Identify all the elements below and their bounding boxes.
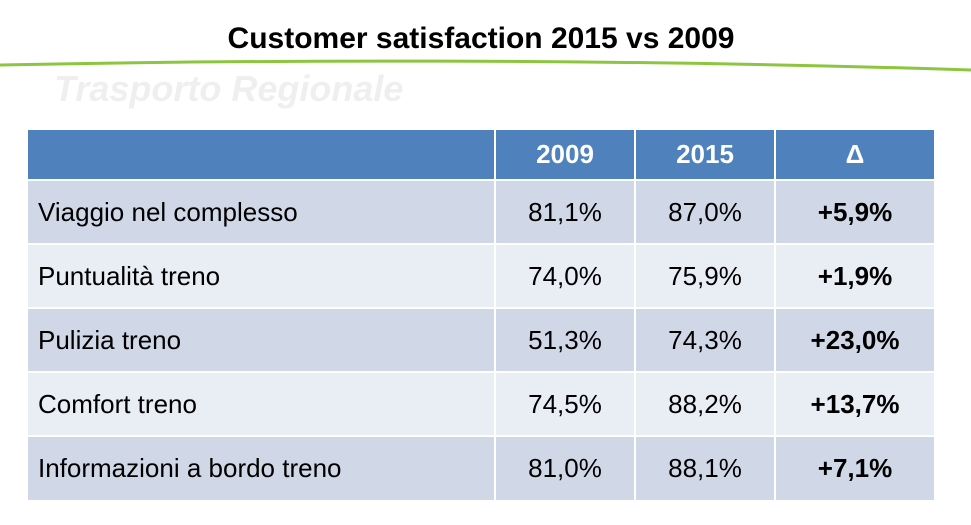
header-2015: 2015 [634,130,775,180]
table-row: Informazioni a bordo treno 81,0% 88,1% +… [28,435,934,500]
value-delta: +23,0% [774,307,934,372]
header-label-cell [28,130,495,180]
value-delta: +13,7% [774,371,934,436]
satisfaction-table-container: 2009 2015 Δ Viaggio nel complesso 81,1% … [28,130,934,500]
value-delta: +7,1% [774,435,934,500]
table-row: Comfort treno 74,5% 88,2% +13,7% [28,371,934,436]
value-2009: 74,0% [494,243,635,308]
value-delta: +1,9% [774,243,934,308]
satisfaction-table: 2009 2015 Δ Viaggio nel complesso 81,1% … [28,130,934,500]
value-2015: 75,9% [634,243,775,308]
value-2009: 81,1% [494,179,635,244]
row-label: Puntualità treno [28,243,495,308]
value-delta: +5,9% [774,179,934,244]
table-row: Pulizia treno 51,3% 74,3% +23,0% [28,307,934,372]
slide-title: Customer satisfaction 2015 vs 2009 [227,22,735,55]
value-2009: 74,5% [494,371,635,436]
header-2009: 2009 [494,130,635,180]
value-2015: 74,3% [634,307,775,372]
value-2015: 87,0% [634,179,775,244]
value-2009: 51,3% [494,307,635,372]
row-label: Informazioni a bordo treno [28,435,495,500]
green-accent-line [0,59,971,72]
row-label: Comfort treno [28,371,495,436]
value-2015: 88,1% [634,435,775,500]
row-label: Pulizia treno [28,307,495,372]
table-row: Viaggio nel complesso 81,1% 87,0% +5,9% [28,179,934,244]
table-row: Puntualità treno 74,0% 75,9% +1,9% [28,243,934,308]
value-2009: 81,0% [494,435,635,500]
watermark-logo-text: Trasporto Regionale [54,68,404,109]
value-2015: 88,2% [634,371,775,436]
table-header-row: 2009 2015 Δ [28,130,934,180]
header-delta: Δ [774,130,934,180]
row-label: Viaggio nel complesso [28,179,495,244]
